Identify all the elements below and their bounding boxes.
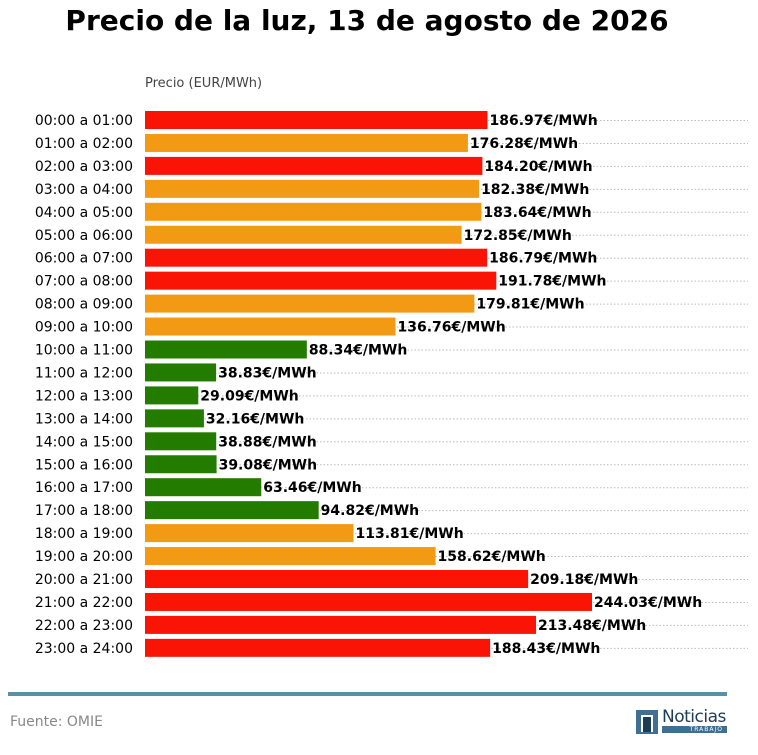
- tick-label: 03:00 a 04:00: [35, 182, 133, 198]
- tick-label: 17:00 a 18:00: [35, 503, 133, 519]
- data-label: 183.64€/MWh: [483, 205, 591, 221]
- bar: [145, 592, 592, 611]
- logo-subtext: TRABAJO: [662, 726, 727, 733]
- tick-label: 12:00 a 13:00: [35, 388, 133, 404]
- data-label: 184.20€/MWh: [484, 159, 592, 175]
- chart-title: Precio de la luz, 13 de agosto de 2026: [65, 4, 669, 37]
- tick-label: 01:00 a 02:00: [35, 136, 133, 152]
- data-label: 94.82€/MWh: [321, 503, 419, 519]
- data-label: 176.28€/MWh: [470, 136, 578, 152]
- data-label: 191.78€/MWh: [498, 274, 606, 290]
- data-label: 38.88€/MWh: [218, 434, 316, 450]
- data-label: 172.85€/MWh: [464, 228, 572, 244]
- logo-text: Noticias: [662, 707, 726, 727]
- bar-chart: Precio (EUR/MWh) 00:00 a 01:00 186.97€/MWh…: [35, 76, 748, 657]
- data-label: 29.09€/MWh: [200, 388, 298, 404]
- tick-label: 22:00 a 23:00: [35, 618, 133, 634]
- logo-mark-icon: [636, 710, 658, 734]
- tick-label: 10:00 a 11:00: [35, 343, 133, 359]
- bar: [145, 409, 204, 428]
- data-label: 38.83€/MWh: [218, 365, 316, 381]
- bar: [145, 363, 217, 382]
- bar: [145, 501, 319, 520]
- tick-label: 13:00 a 14:00: [35, 411, 133, 427]
- tick-label: 05:00 a 06:00: [35, 228, 133, 244]
- tick-label: 18:00 a 19:00: [35, 526, 133, 542]
- data-label: 244.03€/MWh: [594, 595, 702, 611]
- bar: [145, 294, 475, 313]
- tick-label: 20:00 a 21:00: [35, 572, 133, 588]
- source-text: Fuente: OMIE: [10, 714, 103, 730]
- tick-label: 23:00 a 24:00: [35, 641, 133, 657]
- bar: [145, 432, 217, 451]
- bar: [145, 547, 436, 566]
- tick-label: 14:00 a 15:00: [35, 434, 133, 450]
- tick-label: 06:00 a 07:00: [35, 251, 133, 267]
- bar: [145, 179, 480, 198]
- data-label: 63.46€/MWh: [263, 480, 361, 496]
- data-label: 32.16€/MWh: [206, 411, 304, 427]
- footer-divider: [8, 692, 727, 696]
- tick-label: 02:00 a 03:00: [35, 159, 133, 175]
- data-label: 158.62€/MWh: [438, 549, 546, 565]
- bar: [145, 638, 491, 657]
- tick-label: 09:00 a 10:00: [35, 320, 133, 336]
- data-label: 186.79€/MWh: [489, 251, 597, 267]
- bar: [145, 386, 199, 405]
- tick-label: 08:00 a 09:00: [35, 297, 133, 313]
- bar: [145, 478, 262, 497]
- tick-label: 15:00 a 16:00: [35, 457, 133, 473]
- tick-label: 00:00 a 01:00: [35, 113, 133, 129]
- bar: [145, 317, 396, 336]
- tick-label: 19:00 a 20:00: [35, 549, 133, 565]
- bar: [145, 570, 529, 588]
- bar: [145, 248, 488, 267]
- data-label: 179.81€/MWh: [476, 297, 584, 313]
- axis-label: Precio (EUR/MWh): [145, 76, 262, 91]
- data-label: 213.48€/MWh: [538, 618, 646, 634]
- data-label: 188.43€/MWh: [492, 641, 600, 657]
- data-label: 88.34€/MWh: [309, 343, 407, 359]
- data-label: 136.76€/MWh: [398, 320, 506, 336]
- data-label: 209.18€/MWh: [530, 572, 638, 588]
- bar: [145, 271, 497, 290]
- bar: [145, 615, 537, 634]
- bar: [145, 225, 462, 244]
- bar: [145, 202, 482, 221]
- brand-logo[interactable]: Noticias TRABAJO: [636, 707, 731, 738]
- data-label: 182.38€/MWh: [481, 182, 589, 198]
- bar: [145, 111, 488, 129]
- bar: [145, 340, 307, 359]
- bar: [145, 133, 468, 152]
- bar: [145, 455, 217, 474]
- bar: [145, 156, 483, 175]
- data-label: 39.08€/MWh: [219, 457, 317, 473]
- tick-label: 07:00 a 08:00: [35, 274, 133, 290]
- tick-label: 21:00 a 22:00: [35, 595, 133, 611]
- tick-label: 11:00 a 12:00: [35, 365, 133, 381]
- data-label: 186.97€/MWh: [489, 113, 597, 129]
- data-label: 113.81€/MWh: [355, 526, 463, 542]
- tick-label: 16:00 a 17:00: [35, 480, 133, 496]
- tick-label: 04:00 a 05:00: [35, 205, 133, 221]
- bar: [145, 524, 354, 543]
